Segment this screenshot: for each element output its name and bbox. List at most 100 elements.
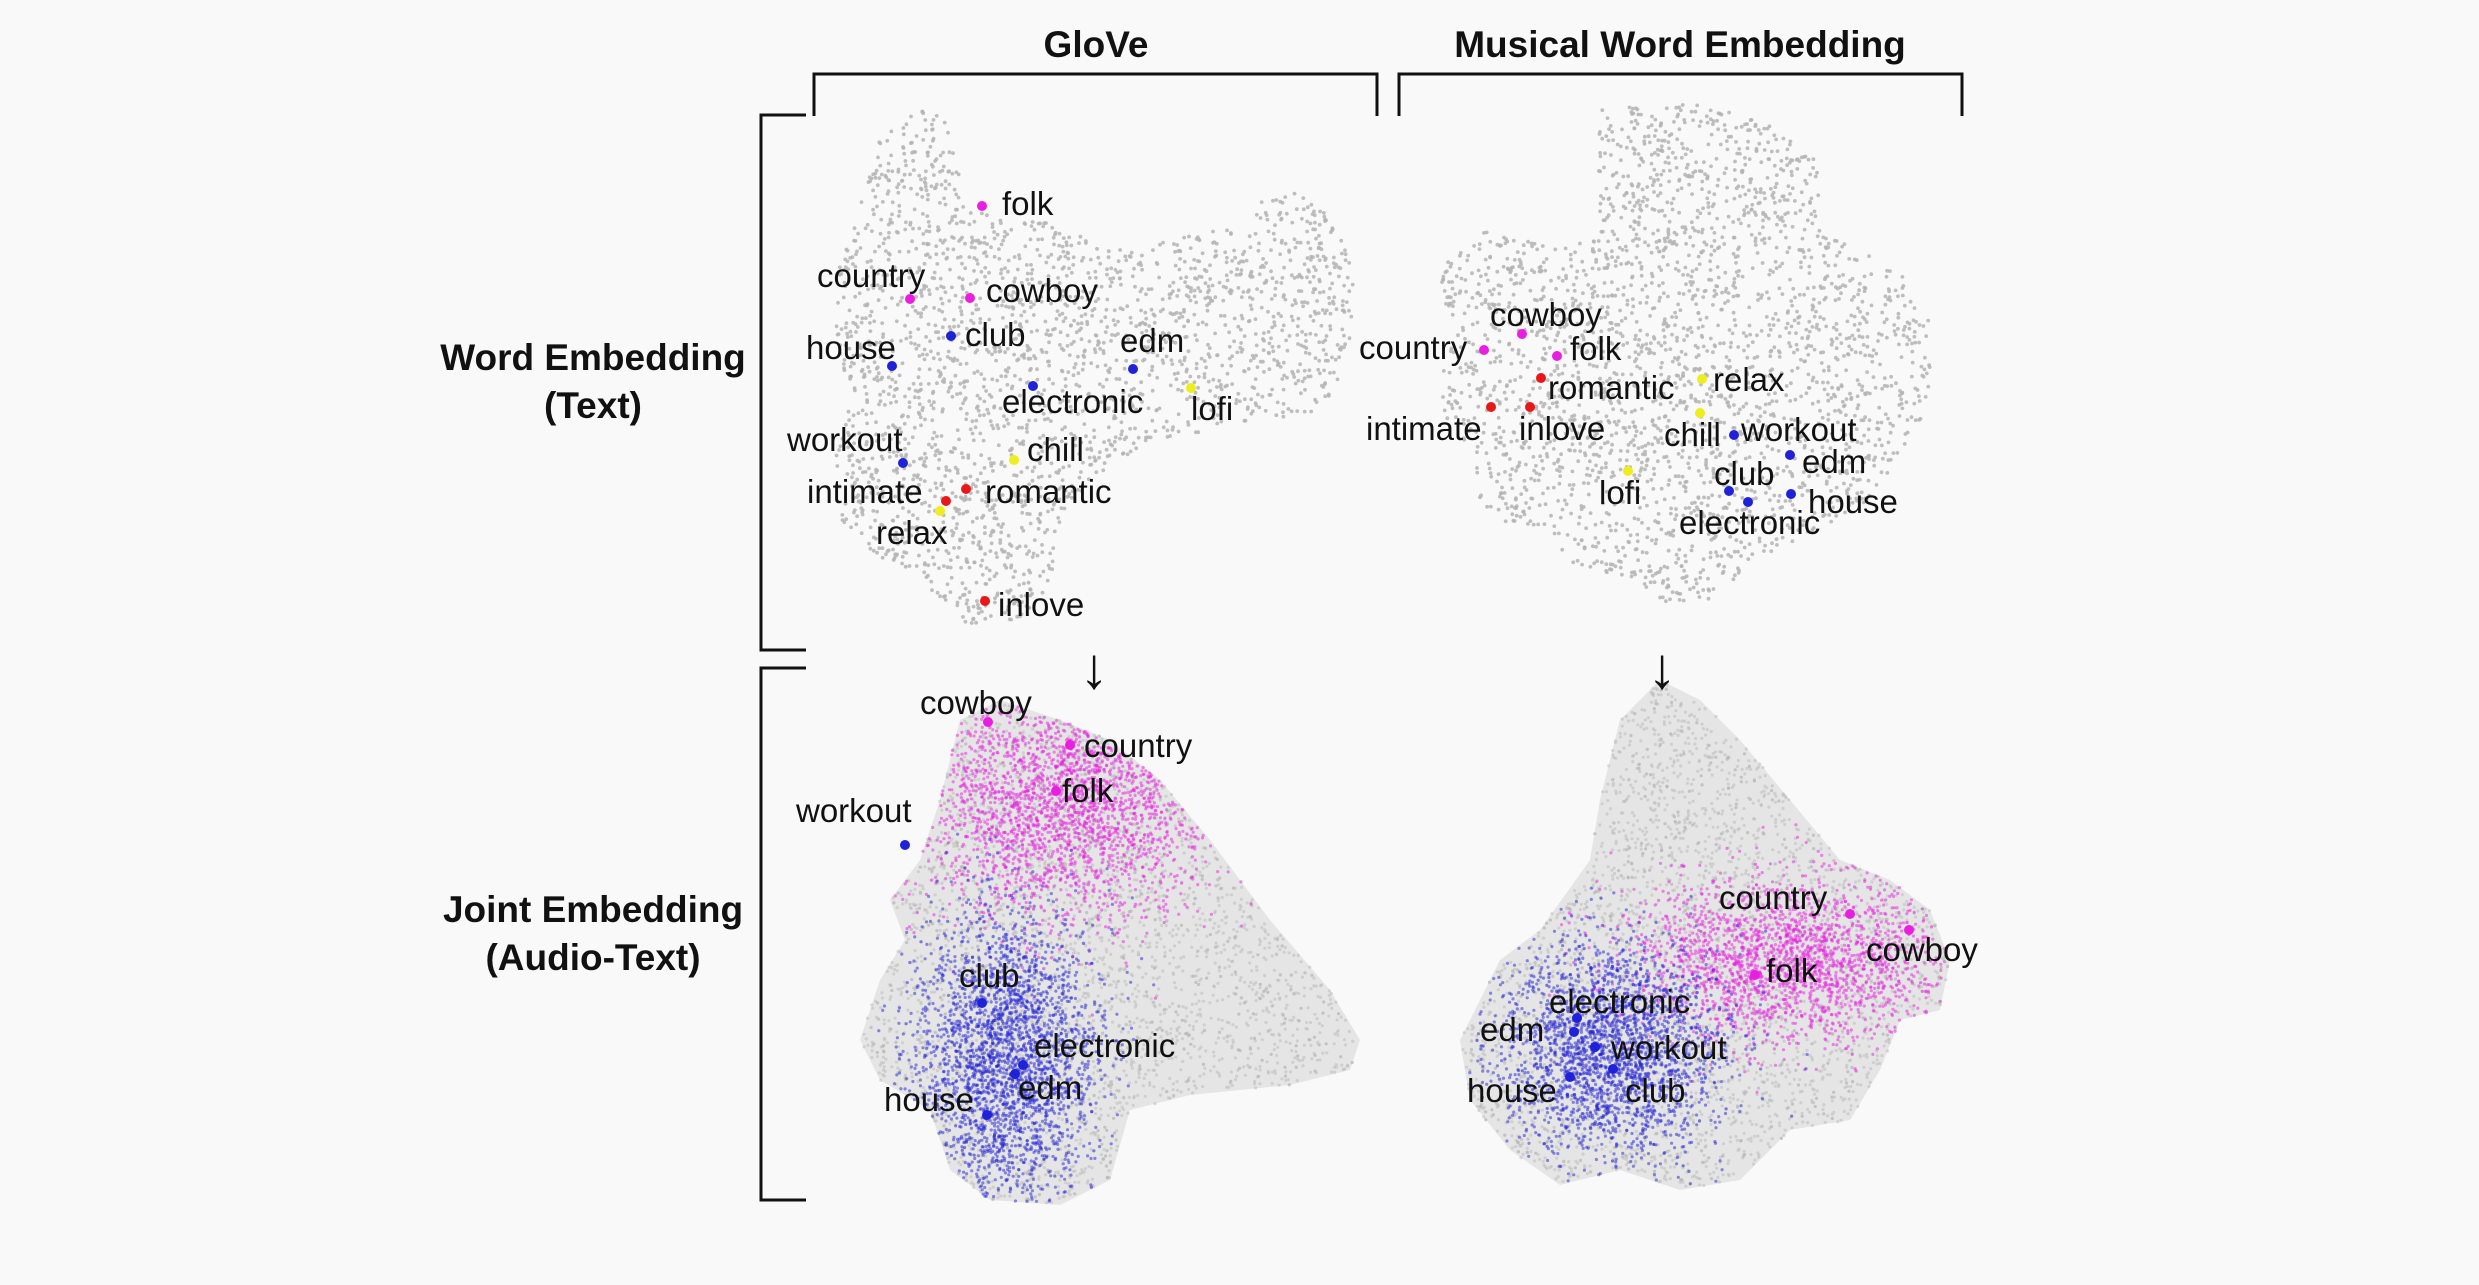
word-point-glove-text-workout [898, 458, 908, 468]
word-label-glove-text-workout: workout [787, 422, 903, 458]
column-bracket-glove [812, 72, 1379, 116]
word-point-glove-text-lofi [1186, 383, 1196, 393]
word-label-musical-text-edm: edm [1802, 444, 1866, 480]
musical-joint-magenta-cluster [1547, 823, 1947, 1094]
word-label-glove-joint-country: country [1084, 728, 1192, 764]
word-label-glove-text-country: country [817, 258, 925, 294]
word-point-glove-joint-edm [1010, 1069, 1020, 1079]
row-bracket-word [759, 113, 806, 652]
word-point-musical-text-folk [1552, 351, 1562, 361]
down-arrow-glove: ↓ [1080, 640, 1109, 698]
word-point-glove-text-relax [935, 506, 945, 516]
word-label-musical-text-intimate: intimate [1366, 411, 1482, 447]
word-point-musical-text-cowboy [1517, 329, 1527, 339]
word-point-musical-text-workout [1729, 430, 1739, 440]
word-label-glove-text-electronic: electronic [1002, 384, 1143, 420]
word-label-musical-text-workout: workout [1741, 412, 1857, 448]
word-label-musical-text-folk: folk [1570, 331, 1621, 367]
word-label-musical-joint-country: country [1719, 880, 1827, 916]
word-label-musical-joint-house: house [1467, 1073, 1557, 1109]
word-label-glove-joint-electronic: electronic [1034, 1028, 1175, 1064]
word-label-musical-text-relax: relax [1713, 362, 1785, 398]
word-point-musical-joint-electronic [1572, 1013, 1582, 1023]
word-label-glove-text-lofi: lofi [1191, 391, 1233, 427]
word-point-glove-text-intimate [941, 496, 951, 506]
joint-row-subtitle: (Audio-Text) [443, 934, 743, 982]
word-point-glove-text-folk [977, 201, 987, 211]
word-label-musical-joint-club: club [1625, 1073, 1686, 1109]
word-point-musical-text-intimate [1486, 402, 1496, 412]
word-point-musical-text-chill [1695, 408, 1705, 418]
word-point-musical-text-electronic [1743, 497, 1753, 507]
word-point-glove-text-chill [1009, 455, 1019, 465]
word-label-glove-joint-cowboy: cowboy [920, 685, 1032, 721]
word-label-glove-joint-club: club [959, 958, 1020, 994]
word-row-subtitle: (Text) [440, 382, 746, 430]
word-point-musical-joint-folk [1750, 970, 1760, 980]
word-point-musical-joint-workout [1590, 1042, 1600, 1052]
word-point-musical-joint-country [1845, 909, 1855, 919]
column-bracket-musical [1397, 72, 1964, 116]
word-point-glove-joint-workout [900, 840, 910, 850]
word-point-glove-text-country [905, 294, 915, 304]
word-label-musical-text-romantic: romantic [1548, 370, 1675, 406]
word-point-musical-text-country [1479, 345, 1489, 355]
word-label-glove-text-house: house [806, 330, 896, 366]
word-point-musical-text-lofi [1623, 466, 1633, 476]
word-label-glove-text-edm: edm [1120, 323, 1184, 359]
word-point-glove-text-house [887, 361, 897, 371]
word-embedding-row-label: Word Embedding (Text) [440, 334, 746, 430]
musical-column-header: Musical Word Embedding [1454, 24, 1906, 66]
word-point-musical-joint-edm [1569, 1027, 1579, 1037]
word-label-glove-text-inlove: inlove [998, 587, 1084, 623]
glove-column-header: GloVe [1044, 24, 1149, 66]
row-bracket-joint [759, 666, 806, 1202]
word-label-musical-text-house: house [1808, 484, 1898, 520]
glove-joint-silhouette [860, 700, 1360, 1205]
word-label-musical-text-lofi: lofi [1599, 475, 1641, 511]
word-label-musical-joint-workout: workout [1611, 1030, 1727, 1066]
word-point-glove-joint-country [1065, 740, 1075, 750]
word-label-glove-joint-edm: edm [1018, 1070, 1082, 1106]
word-point-glove-text-club [946, 331, 956, 341]
word-label-musical-joint-folk: folk [1766, 953, 1817, 989]
word-point-musical-text-inlove [1525, 402, 1535, 412]
word-label-musical-joint-electronic: electronic [1549, 984, 1690, 1020]
word-point-musical-text-edm [1785, 450, 1795, 460]
word-label-glove-joint-folk: folk [1062, 773, 1113, 809]
word-label-musical-text-cowboy: cowboy [1490, 297, 1602, 333]
word-label-musical-text-club: club [1714, 456, 1775, 492]
joint-embedding-row-label: Joint Embedding (Audio-Text) [443, 886, 743, 982]
word-label-musical-joint-edm: edm [1480, 1012, 1544, 1048]
glove-joint-blue-cluster [877, 832, 1156, 1203]
word-point-musical-text-house [1786, 489, 1796, 499]
word-label-glove-joint-workout: workout [796, 793, 912, 829]
word-point-musical-text-romantic [1536, 373, 1546, 383]
word-point-glove-joint-cowboy [983, 717, 993, 727]
word-label-glove-text-folk: folk [1002, 186, 1053, 222]
word-row-title: Word Embedding [440, 334, 746, 382]
joint-row-title: Joint Embedding [443, 886, 743, 934]
word-point-musical-joint-house [1565, 1072, 1575, 1082]
word-label-musical-text-country: country [1359, 330, 1467, 366]
down-arrow-musical: ↓ [1648, 640, 1677, 698]
word-point-glove-text-inlove [980, 596, 990, 606]
musical-text-scatter [1440, 103, 1932, 604]
word-label-glove-text-relax: relax [876, 515, 948, 551]
word-point-glove-joint-club [977, 998, 987, 1008]
word-label-glove-text-chill: chill [1027, 432, 1084, 468]
word-label-glove-text-intimate: intimate [807, 474, 923, 510]
word-label-glove-text-romantic: romantic [985, 474, 1112, 510]
word-point-glove-joint-folk [1051, 786, 1061, 796]
word-label-glove-text-club: club [965, 317, 1026, 353]
word-point-glove-joint-house [982, 1110, 992, 1120]
word-point-musical-text-relax [1697, 374, 1707, 384]
glove-joint-magenta-cluster [893, 704, 1253, 1017]
word-point-musical-joint-cowboy [1904, 925, 1914, 935]
word-point-glove-text-edm [1128, 364, 1138, 374]
glove-text-scatter [834, 109, 1355, 625]
word-point-musical-text-club [1724, 486, 1734, 496]
word-point-glove-text-cowboy [965, 293, 975, 303]
